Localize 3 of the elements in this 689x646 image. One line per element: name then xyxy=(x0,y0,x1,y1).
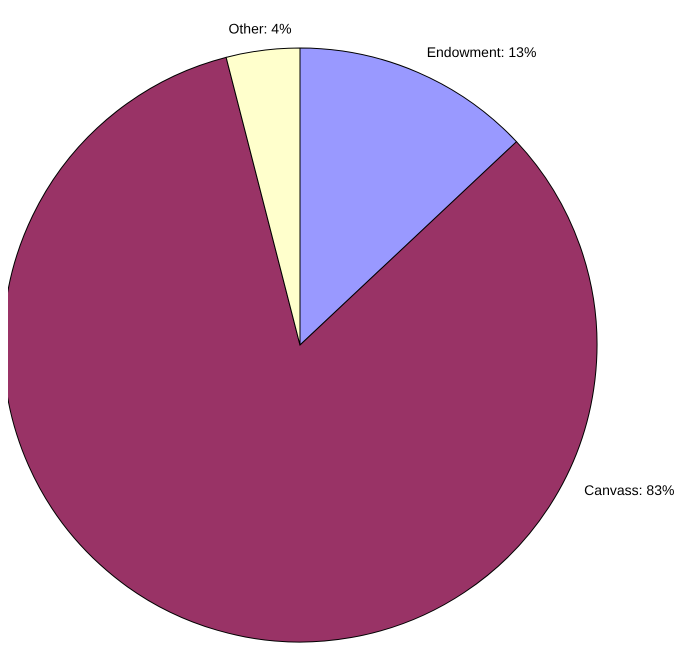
slice-label: Endowment: 13% xyxy=(426,44,536,60)
slice-label: Other: 4% xyxy=(228,20,292,37)
slice-label: Canvass: 83% xyxy=(584,482,674,498)
